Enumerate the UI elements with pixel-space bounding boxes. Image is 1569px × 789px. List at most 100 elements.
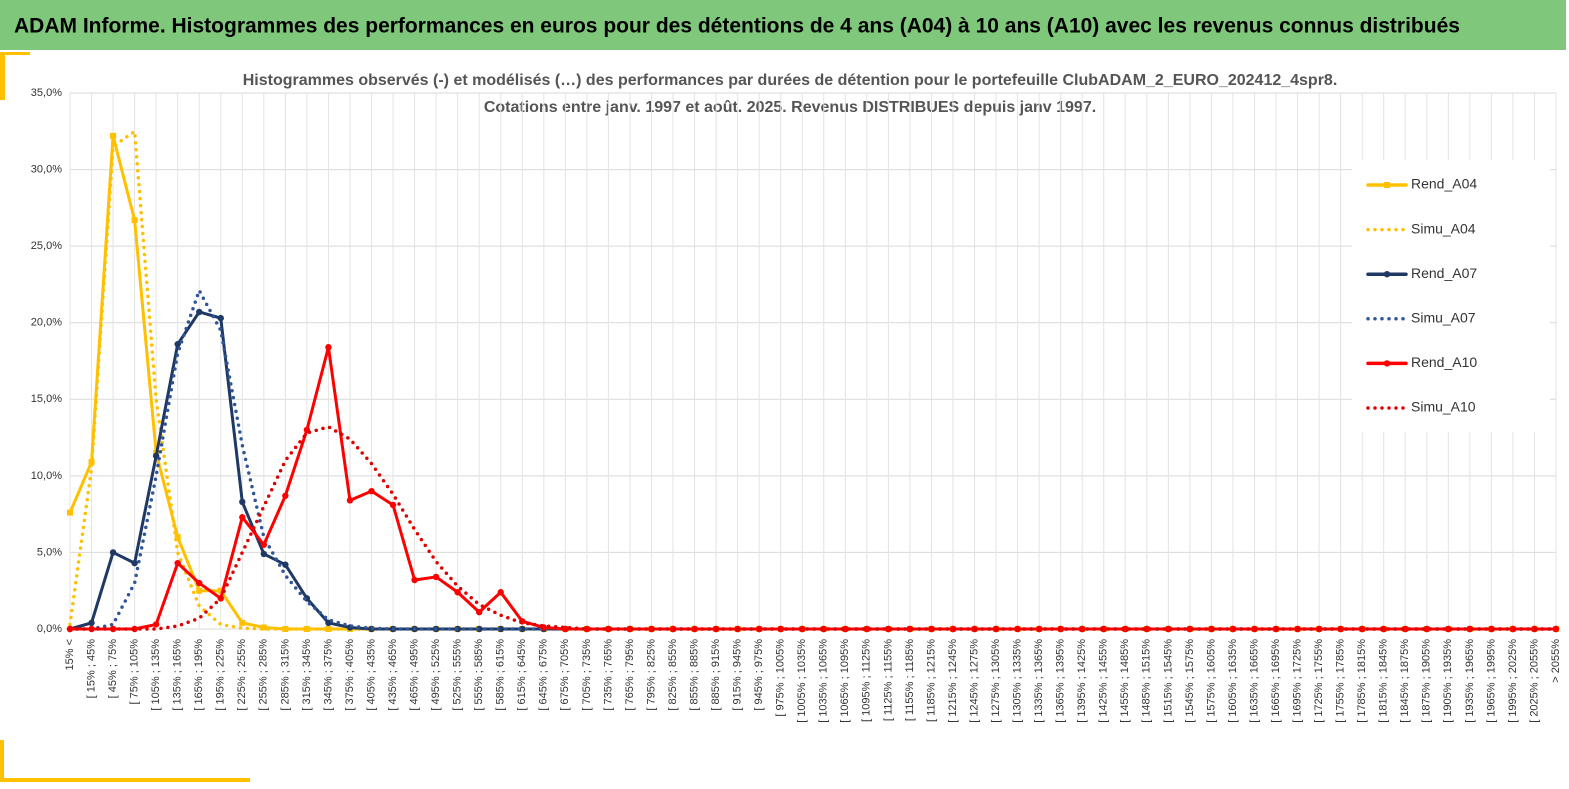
legend-label: Rend_A04 <box>1411 176 1477 192</box>
legend-marker <box>1384 182 1390 188</box>
marker <box>432 573 440 581</box>
y-tick-label: 0,0% <box>37 623 62 635</box>
marker <box>497 589 504 596</box>
x-tick-label: [ 1395% ; 1425% <box>1076 639 1088 723</box>
x-tick-label: [ 1125% ; 1155% <box>882 639 894 721</box>
x-tick-label: [ 1065% ; 1095% <box>839 639 851 723</box>
legend-label: Rend_A10 <box>1411 354 1477 370</box>
chart-title: Histogrammes observés (-) et modélisés (… <box>243 72 1338 89</box>
x-tick-label: [ 1425% ; 1455% <box>1098 639 1110 723</box>
x-tick-label: [ 1305% ; 1335% <box>1012 639 1024 723</box>
x-tick-label: [ 1215% ; 1245% <box>947 639 959 723</box>
marker <box>239 498 246 506</box>
x-tick-label: [ 315% ; 345% <box>301 639 313 711</box>
marker <box>519 625 526 633</box>
marker <box>303 626 310 632</box>
marker <box>260 550 268 558</box>
x-tick-label: [ 645% ; 675% <box>538 639 550 711</box>
marker <box>88 619 95 627</box>
x-tick-label: [ 345% ; 375% <box>322 639 334 711</box>
x-tick-label: [ 225% ; 255% <box>236 639 248 711</box>
series-line <box>68 425 1558 631</box>
x-tick-label: [ 675% ; 705% <box>559 639 571 711</box>
x-tick-label: [ 555% ; 585% <box>473 639 485 711</box>
legend: Rend_A04 Simu_A04 Rend_A07 Simu_A07 Rend_A10… <box>1352 160 1550 432</box>
marker <box>239 619 246 626</box>
x-tick-label: [ 1995% ; 2025% <box>1507 639 1519 723</box>
x-tick-label: [ 1515% ; 1545% <box>1162 639 1174 723</box>
x-tick-label: [ 1605% ; 1635% <box>1227 639 1239 723</box>
marker <box>842 625 849 633</box>
y-tick-label: 5,0% <box>37 546 62 558</box>
x-tick-label: [ 1335% ; 1365% <box>1033 639 1045 723</box>
marker <box>282 492 289 499</box>
x-tick-label: [ 1185% ; 1215% <box>925 639 937 722</box>
x-tick-label: [ 1935% ; 1965% <box>1464 639 1476 723</box>
marker <box>605 625 612 633</box>
marker <box>475 608 483 616</box>
marker <box>583 625 591 633</box>
marker <box>174 534 181 541</box>
x-tick-label: [ 1965% ; 1995% <box>1485 639 1497 723</box>
marker <box>282 626 289 632</box>
x-tick-label: [ 945% ; 975% <box>753 639 765 711</box>
x-tick-label: [ 1365% ; 1395% <box>1055 639 1067 723</box>
header-bar <box>0 0 1566 50</box>
legend-box <box>1352 160 1550 432</box>
header-title: ADAM Informe. Histogrammes des performan… <box>14 15 1460 38</box>
marker <box>863 625 871 633</box>
x-tick-label: [ 1665% ; 1695% <box>1270 639 1282 723</box>
marker <box>239 514 246 521</box>
x-tick-label: [ 1035% ; 1065% <box>818 639 830 723</box>
marker <box>1186 625 1194 633</box>
marker <box>389 501 397 509</box>
accent <box>0 740 4 782</box>
x-tick-label: [ 15% ; 45% <box>85 639 97 699</box>
x-tick-label: [ 735% ; 765% <box>602 639 614 711</box>
x-tick-label: [ 1875% ; 1905% <box>1421 639 1433 723</box>
x-tick-label: [ 1485% ; 1515% <box>1141 639 1153 723</box>
legend-marker <box>1383 271 1391 278</box>
x-tick-label: [ 195% ; 225% <box>215 639 227 711</box>
y-tick-label: 20,0% <box>31 317 62 329</box>
x-tick-label: [ 165% ; 195% <box>193 639 205 711</box>
x-tick-label: [ 1095% ; 1125% <box>861 639 873 722</box>
y-tick-label: 25,0% <box>31 240 62 252</box>
marker <box>1165 625 1172 633</box>
marker <box>196 579 203 587</box>
marker <box>626 625 634 633</box>
x-tick-label: [ 585% ; 615% <box>495 639 507 711</box>
x-tick-label: [ 1725% ; 1755% <box>1313 639 1325 723</box>
x-tick-label: [ 795% ; 825% <box>645 639 657 711</box>
x-tick-label: [ 105% ; 135% <box>150 639 162 711</box>
x-tick-label: [ 285% ; 315% <box>279 639 291 711</box>
x-tick-label: [ 75% ; 105% <box>129 639 141 705</box>
marker <box>174 340 181 348</box>
marker <box>196 587 203 594</box>
marker <box>260 624 267 631</box>
x-tick-label: [ 1905% ; 1935% <box>1442 639 1454 723</box>
x-tick-label: [ 525% ; 555% <box>452 639 464 711</box>
marker <box>1466 625 1474 633</box>
y-tick-label: 15,0% <box>31 393 62 405</box>
x-tick-label: [ 705% ; 735% <box>581 639 593 711</box>
x-tick-label: [ 495% ; 525% <box>430 639 442 711</box>
grid: 0,0% 5,0% 10,0% 15,0% 20,0% 25,0% 30,0% 35,0% 15… <box>31 87 1562 723</box>
marker <box>325 626 332 632</box>
y-tick-label: 30,0% <box>31 163 62 175</box>
marker <box>1122 625 1129 633</box>
marker <box>411 576 418 584</box>
marker <box>1423 625 1430 633</box>
x-tick-label: [ 975% ; 1005% <box>775 639 787 717</box>
x-tick-label: [ 825% ; 855% <box>667 639 679 711</box>
legend-label: Simu_A07 <box>1411 310 1476 326</box>
x-tick-label: [ 375% ; 405% <box>344 639 356 711</box>
y-tick-label: 10,0% <box>31 470 62 482</box>
x-tick-label: [ 1455% ; 1485% <box>1119 639 1131 723</box>
marker <box>110 132 117 139</box>
x-tick-label: [ 1635% ; 1665% <box>1248 639 1260 723</box>
accent <box>0 778 250 782</box>
x-tick-label: [ 1695% ; 1725% <box>1291 639 1303 723</box>
